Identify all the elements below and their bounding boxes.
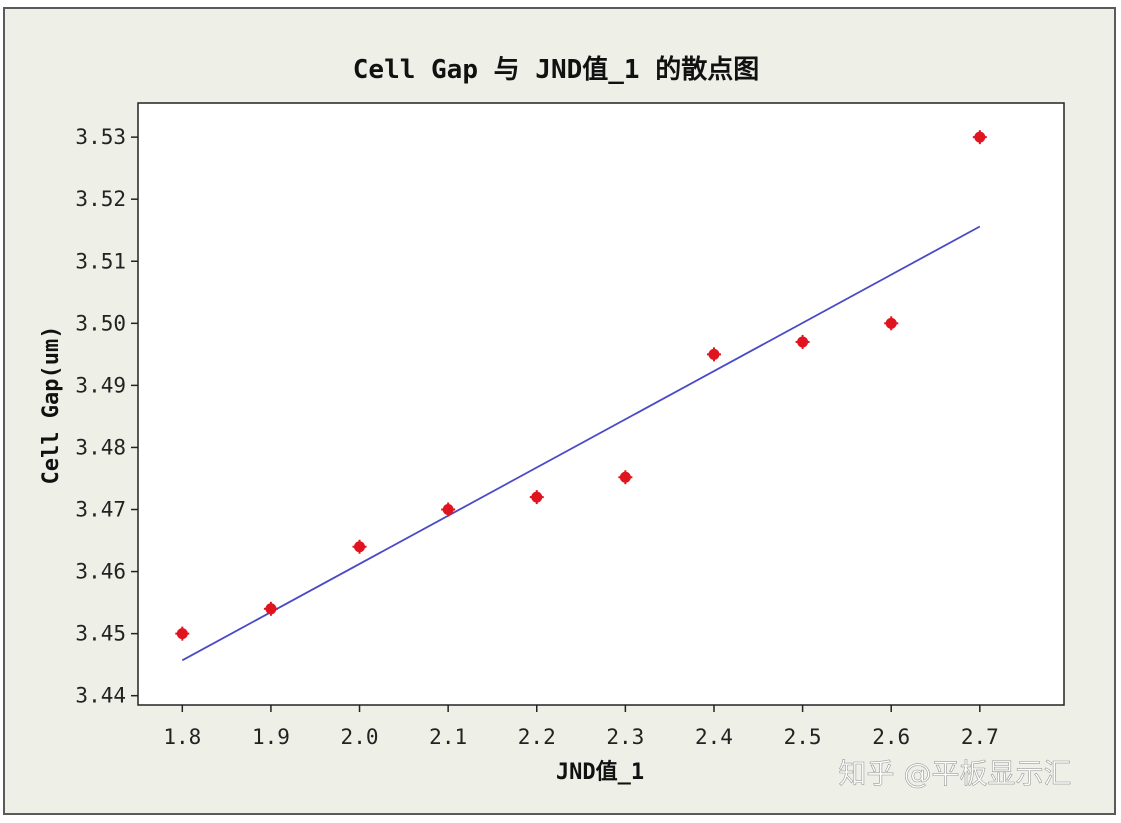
y-axis-label: Cell Gap(um): [39, 326, 64, 485]
fit-line: [181, 225, 981, 662]
data-point: [263, 601, 278, 616]
x-tick-label: 2.2: [518, 725, 556, 749]
x-tick-label: 2.6: [872, 725, 910, 749]
fit-line-group: [181, 225, 981, 662]
data-point: [884, 316, 899, 331]
y-axis: 3.44 3.45 3.46 3.47 3.48 3.49 3.50 3.51 3.52 3.53: [75, 125, 138, 708]
x-tick-label: 2.0: [341, 725, 379, 749]
y-tick-label: 3.45: [75, 622, 126, 646]
watermark: 知乎 @平板显示汇: [839, 757, 1072, 790]
y-tick-label: 3.44: [75, 684, 126, 708]
data-point: [175, 626, 190, 641]
y-tick-label: 3.48: [75, 435, 126, 459]
y-tick-label: 3.52: [75, 187, 126, 211]
data-point: [706, 347, 721, 362]
y-tick-label: 3.47: [75, 498, 126, 522]
data-point: [795, 334, 810, 349]
x-axis-label: JND值_1: [556, 759, 644, 785]
x-tick-label: 2.7: [961, 725, 999, 749]
x-tick-label: 2.1: [429, 725, 467, 749]
data-point: [441, 502, 456, 517]
data-point: [352, 539, 367, 554]
y-tick-label: 3.49: [75, 373, 126, 397]
data-point: [529, 490, 544, 505]
x-tick-label: 2.3: [606, 725, 644, 749]
y-tick-label: 3.53: [75, 125, 126, 149]
chart-title: Cell Gap 与 JND值_1 的散点图: [353, 54, 759, 85]
x-axis: 1.8 1.9 2.0 2.1 2.2 2.3 2.4 2.5 2.6 2.7: [163, 705, 999, 749]
data-point: [972, 130, 987, 145]
plot-area: [137, 102, 1065, 706]
x-tick-label: 2.5: [784, 725, 822, 749]
y-tick-label: 3.50: [75, 311, 126, 335]
x-tick-label: 1.8: [163, 725, 201, 749]
y-tick-label: 3.46: [75, 560, 126, 584]
data-points: [175, 130, 987, 641]
y-tick-label: 3.51: [75, 249, 126, 273]
data-point: [618, 470, 633, 485]
x-tick-label: 1.9: [252, 725, 290, 749]
x-tick-label: 2.4: [695, 725, 733, 749]
